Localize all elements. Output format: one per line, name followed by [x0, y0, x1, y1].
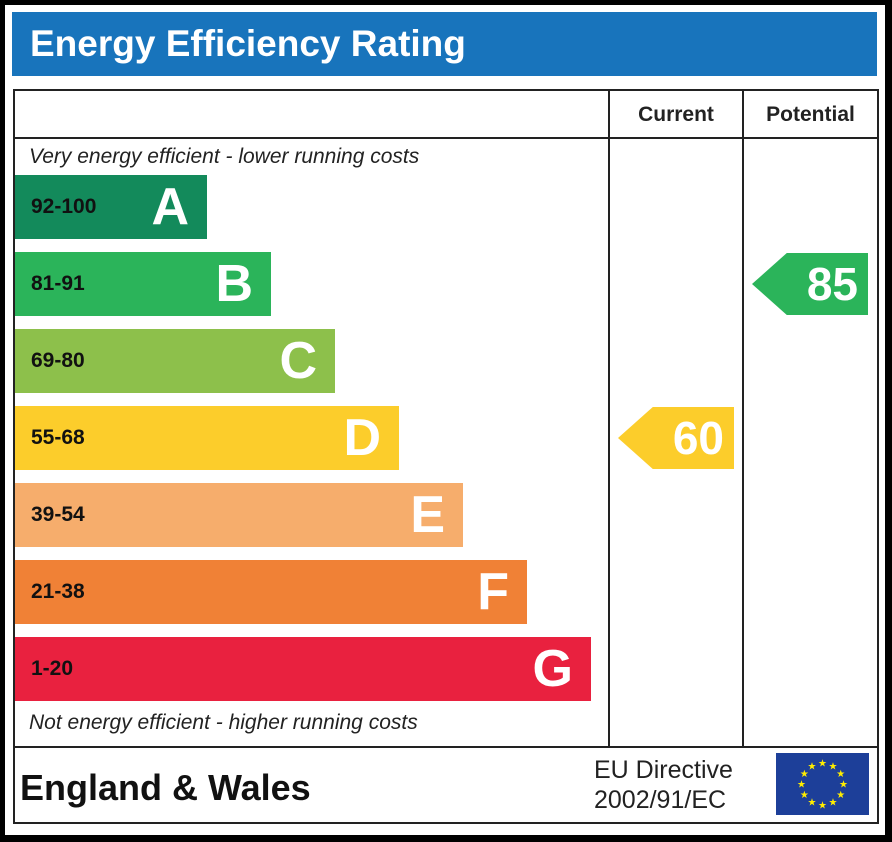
band-range: 81-91 — [31, 272, 85, 295]
band-range: 21-38 — [31, 580, 85, 603]
star-icon: ★ — [800, 790, 809, 801]
band-range: 69-80 — [31, 349, 85, 372]
header-divider — [15, 137, 877, 139]
band-range: 39-54 — [31, 503, 85, 526]
column-header-potential: Potential — [766, 103, 855, 126]
star-icon: ★ — [808, 761, 817, 772]
band-letter: D — [343, 409, 381, 467]
band-letter: A — [151, 178, 189, 236]
band-bar-c: 69-80 C — [15, 329, 335, 393]
eu-flag-icon: ★ ★ ★ ★ ★ ★ ★ ★ ★ ★ ★ ★ — [776, 753, 869, 815]
star-icon: ★ — [836, 790, 845, 801]
top-note: Very energy efficient - lower running co… — [29, 145, 420, 168]
band-range: 92-100 — [31, 195, 97, 218]
band-bar-g: 1-20 G — [15, 637, 591, 701]
band-letter: B — [215, 255, 253, 313]
current-rating-value: 60 — [672, 412, 724, 464]
directive-line2: 2002/91/EC — [594, 786, 727, 814]
band-range: 1-20 — [31, 657, 74, 680]
region-label: England & Wales — [20, 767, 311, 808]
band-bar-f: 21-38 F — [15, 560, 527, 624]
rating-table: Current Potential — [13, 89, 879, 824]
column-divider — [608, 91, 610, 747]
band-bar-b: 81-91 B — [15, 252, 271, 316]
star-icon: ★ — [797, 780, 806, 791]
star-icon: ★ — [818, 759, 827, 770]
potential-rating-value: 85 — [806, 258, 858, 310]
band-bar-a: 92-100 A — [15, 175, 207, 239]
column-header-current: Current — [638, 103, 714, 126]
star-icon: ★ — [829, 798, 838, 809]
band-bar-d: 55-68 D — [15, 406, 399, 470]
eu-directive: EU Directive 2002/91/EC — [594, 755, 733, 815]
band-letter: G — [532, 640, 573, 698]
star-icon: ★ — [808, 798, 817, 809]
star-icon: ★ — [839, 780, 848, 791]
band-letter: F — [477, 563, 509, 621]
band-letter: C — [279, 332, 317, 390]
bottom-note: Not energy efficient - higher running co… — [29, 711, 418, 734]
star-icon: ★ — [829, 761, 838, 772]
directive-line1: EU Directive — [594, 756, 733, 784]
column-divider — [742, 91, 744, 747]
star-icon: ★ — [818, 801, 827, 812]
band-bar-e: 39-54 E — [15, 483, 463, 547]
star-icon: ★ — [800, 769, 809, 780]
star-icon: ★ — [836, 769, 845, 780]
footer-divider — [15, 746, 877, 748]
page-title: Energy Efficiency Rating — [12, 12, 877, 76]
band-range: 55-68 — [31, 426, 85, 449]
band-letter: E — [410, 486, 445, 544]
